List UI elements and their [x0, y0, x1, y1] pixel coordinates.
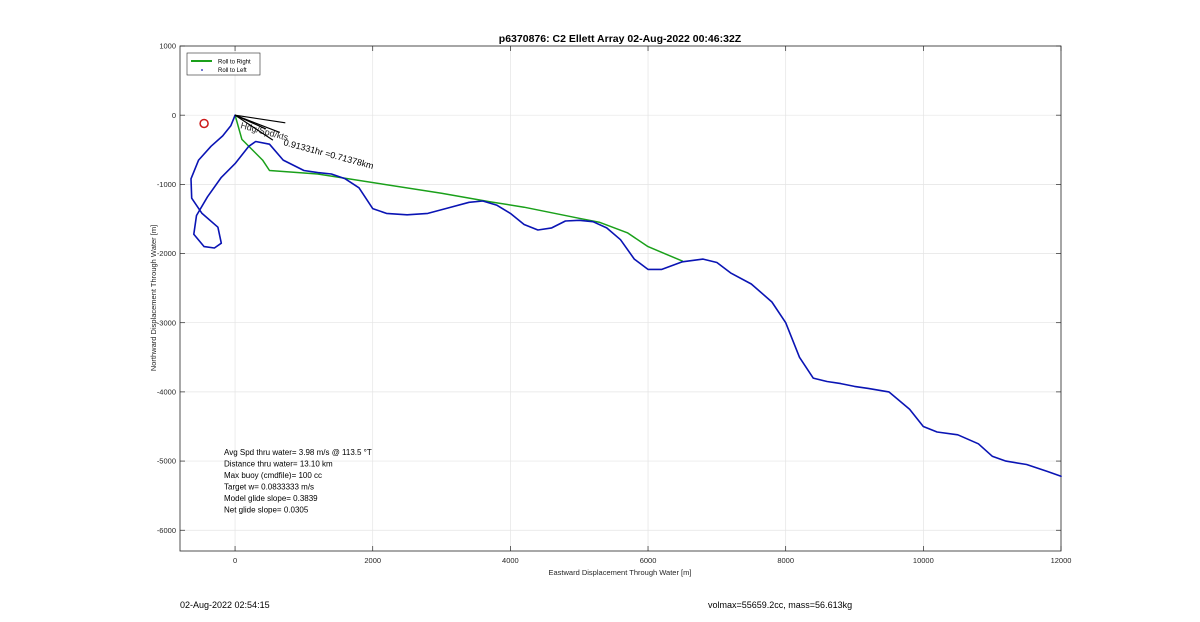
- stats-line: Avg Spd thru water= 3.98 m/s @ 113.5 °T: [224, 448, 372, 457]
- series-roll-to-right: [234, 114, 684, 262]
- footer-volume-mass: volmax=55659.2cc, mass=56.613kg: [708, 600, 853, 610]
- position-marker: [199, 118, 209, 129]
- chart-title: p6370876: C2 Ellett Array 02-Aug-2022 00…: [499, 33, 742, 45]
- heading-vector: [234, 114, 267, 130]
- y-tick-label: -5000: [157, 457, 176, 466]
- legend-label-roll-to-right: Roll to Right: [218, 60, 251, 66]
- x-tick-label: 10000: [913, 556, 934, 565]
- y-tick-label: -2000: [157, 249, 176, 258]
- y-tick-label: -1000: [157, 180, 176, 189]
- y-tick-label: -3000: [157, 318, 176, 327]
- plot-area-frame: [179, 45, 1062, 552]
- x-axis-label: Eastward Displacement Through Water [m]: [549, 568, 692, 577]
- legend-marker-roll-to-left: [201, 69, 203, 71]
- footer-timestamp: 02-Aug-2022 02:54:15: [180, 600, 270, 610]
- series-roll-to-left: [190, 114, 1062, 478]
- x-tick-label: 4000: [502, 556, 519, 565]
- stats-line: Max buoy (cmdfile)= 100 cc: [224, 471, 322, 480]
- stats-line: Distance thru water= 13.10 km: [224, 460, 333, 469]
- grid: [180, 45, 1062, 551]
- heading-vectors: [234, 114, 286, 141]
- y-tick-label: 1000: [159, 42, 176, 51]
- stats-line: Target w= 0.0833333 m/s: [224, 483, 314, 492]
- stats-line: Model glide slope= 0.3839: [224, 494, 318, 503]
- x-tick-label: 8000: [777, 556, 794, 565]
- y-tick-label: 0: [172, 111, 176, 120]
- y-axis-label: Northward Displacement Through Water [m]: [149, 225, 158, 371]
- y-tick-label: -6000: [157, 526, 176, 535]
- axis-ticks: 0 2000 4000 6000 8000 10000 1200010000-1000-20…: [157, 42, 1072, 565]
- legend-box: [186, 52, 261, 76]
- y-tick-label: -4000: [157, 387, 176, 396]
- vector-label-overlap: Hdg/Spd/kts: [239, 120, 289, 142]
- x-tick-label: 2000: [364, 556, 381, 565]
- x-tick-label: 12000: [1051, 556, 1072, 565]
- legend: Roll to Right Roll to Left: [186, 52, 261, 76]
- stats-line: Net glide slope= 0.0305: [224, 506, 309, 515]
- x-tick-label: 0: [233, 556, 237, 565]
- legend-label-roll-to-left: Roll to Left: [218, 68, 247, 74]
- heading-vector: [234, 114, 286, 124]
- stats-block: Avg Spd thru water= 3.98 m/s @ 113.5 °T D…: [224, 448, 372, 515]
- series: [190, 114, 1062, 478]
- heading-vector: [234, 114, 274, 141]
- x-tick-label: 6000: [640, 556, 657, 565]
